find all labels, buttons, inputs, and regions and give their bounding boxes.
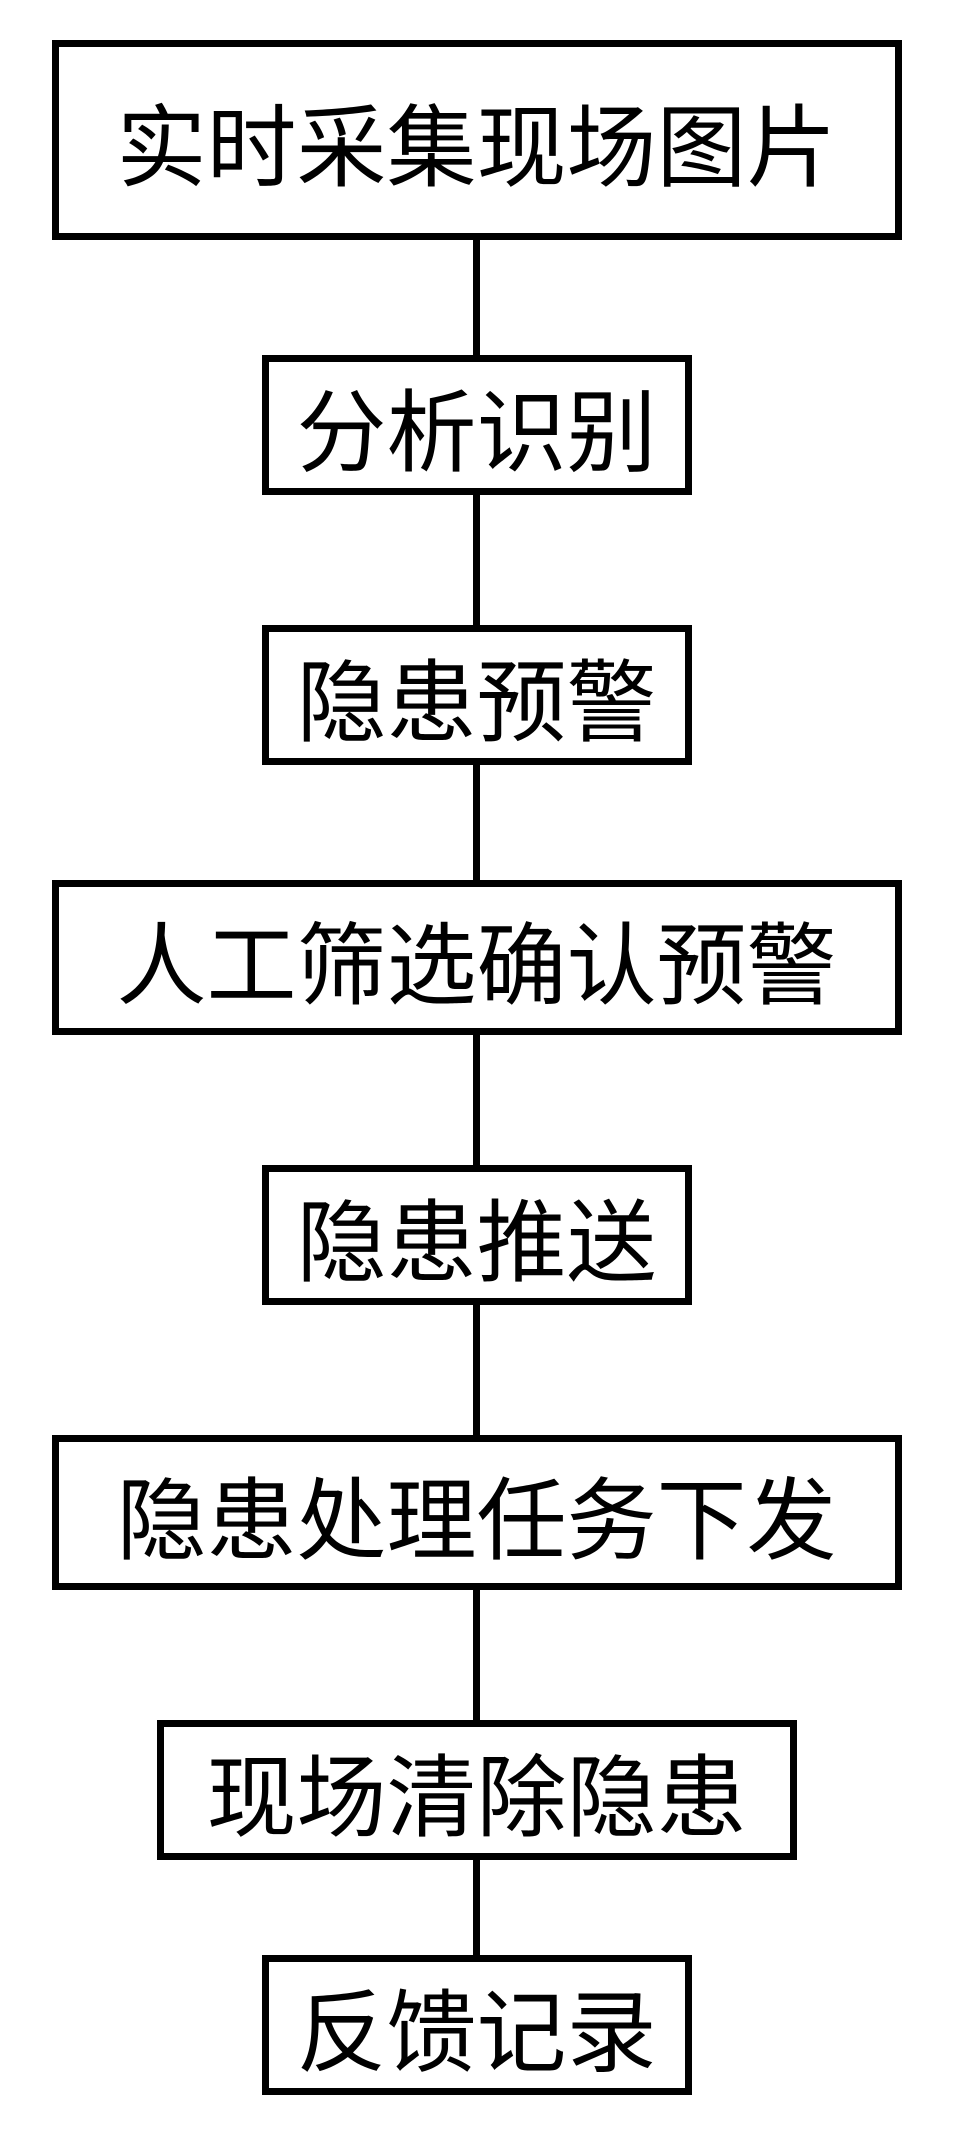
flow-connector	[473, 1305, 480, 1435]
flow-node-label: 反馈记录	[297, 1960, 657, 2090]
flow-node-analyze-recognize: 分析识别	[262, 355, 692, 495]
flow-node-hazard-push: 隐患推送	[262, 1165, 692, 1305]
flowchart-container: 实时采集现场图片 分析识别 隐患预警 人工筛选确认预警 隐患推送 隐患处理任务下…	[0, 0, 953, 2139]
flow-connector	[473, 765, 480, 880]
flow-connector	[473, 495, 480, 625]
flow-node-manual-confirm-warning: 人工筛选确认预警	[52, 880, 902, 1035]
flow-connector	[473, 1590, 480, 1720]
flow-node-label: 隐患处理任务下发	[117, 1448, 837, 1578]
flow-node-label: 人工筛选确认预警	[117, 893, 837, 1023]
flow-connector	[473, 1860, 480, 1955]
flow-node-label: 现场清除隐患	[207, 1725, 747, 1855]
flow-node-clear-hazard-onsite: 现场清除隐患	[157, 1720, 797, 1860]
flow-connector	[473, 1035, 480, 1165]
flow-node-feedback-record: 反馈记录	[262, 1955, 692, 2095]
flow-node-collect-images: 实时采集现场图片	[52, 40, 902, 240]
flow-node-hazard-warning: 隐患预警	[262, 625, 692, 765]
flow-connector	[473, 240, 480, 355]
flow-node-label: 隐患推送	[297, 1170, 657, 1300]
flow-node-task-dispatch: 隐患处理任务下发	[52, 1435, 902, 1590]
flow-node-label: 实时采集现场图片	[117, 75, 837, 205]
flow-node-label: 分析识别	[297, 360, 657, 490]
flow-node-label: 隐患预警	[297, 630, 657, 760]
